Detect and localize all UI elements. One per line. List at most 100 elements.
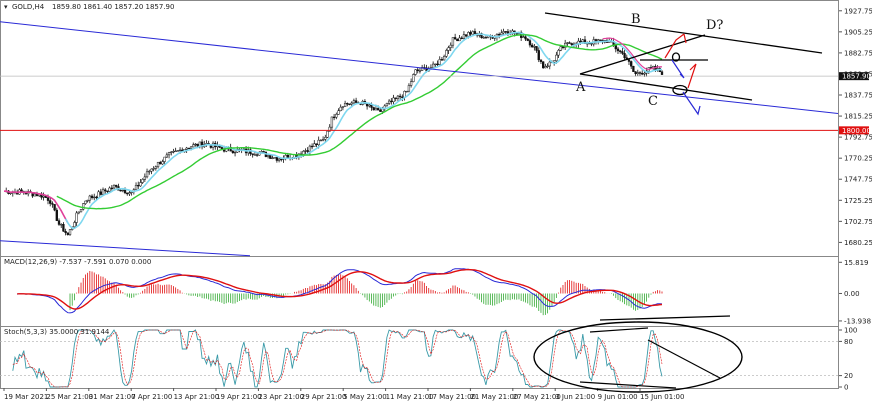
candle-body <box>614 45 617 50</box>
pattern-top-line <box>544 12 823 54</box>
candle-body <box>231 150 235 153</box>
candle-body <box>148 170 151 173</box>
candle-body <box>453 37 457 40</box>
candle-body <box>108 187 111 192</box>
time-tick-label: 29 Apr 21:00 <box>301 393 347 401</box>
candle-body <box>310 145 314 148</box>
candle-body <box>372 107 375 111</box>
time-tick-label: 21 May 21:00 <box>470 393 518 401</box>
candle-body <box>498 34 501 36</box>
price-tick-label: 1770.25 <box>844 155 872 163</box>
candle-body <box>350 102 353 105</box>
candle-body <box>405 90 408 93</box>
time-tick-label: 15 Jun 01:00 <box>640 393 684 401</box>
candle-body <box>467 32 470 37</box>
candle-body <box>88 195 91 201</box>
candle-body <box>328 126 331 132</box>
candle-body <box>51 203 54 205</box>
price-tick-label: 1702.75 <box>844 218 872 226</box>
candle-body <box>548 61 551 67</box>
header-symbol-arrow: ▾ <box>4 3 8 11</box>
candle-body <box>354 100 358 103</box>
candle-body <box>82 203 85 210</box>
candle-body <box>390 100 393 103</box>
time-tick-label: 7 Apr 21:00 <box>131 393 172 401</box>
candle-body <box>401 96 404 98</box>
candle-body <box>185 147 188 150</box>
candle-body <box>99 191 102 195</box>
candle-body <box>33 193 36 197</box>
candle-body <box>632 65 635 72</box>
candle-body <box>266 155 270 157</box>
candle-body <box>332 116 336 119</box>
candle-body <box>449 44 452 48</box>
candle-body <box>504 31 507 33</box>
candle-body <box>106 190 109 193</box>
candle-body <box>385 103 389 107</box>
candle-body <box>339 106 342 111</box>
candle-body <box>414 69 417 75</box>
candle-body <box>139 182 142 187</box>
candle-body <box>412 74 415 82</box>
arrow-head-red-1 <box>683 33 687 44</box>
candle-body <box>251 153 254 155</box>
arrow-down-blue-2 <box>682 91 701 116</box>
candle-body <box>337 110 340 115</box>
arrow-up-red-1 <box>664 33 685 59</box>
candle-body <box>392 97 395 102</box>
candle-body <box>553 60 556 63</box>
candle-body <box>599 39 602 41</box>
candle-body <box>159 162 162 165</box>
candle-body <box>638 72 642 74</box>
candle-body <box>115 184 118 187</box>
candle-body <box>460 37 463 40</box>
candle-body <box>110 187 113 190</box>
arrow-down-blue-1 <box>671 59 685 79</box>
candle-body <box>143 176 146 180</box>
candle-body <box>123 189 127 194</box>
stoch-bottom-trend <box>579 381 677 389</box>
pattern-point-a: A <box>575 80 586 95</box>
time-tick-label: 25 Mar 21:00 <box>46 393 93 401</box>
macd-signal-line <box>17 268 663 310</box>
candle-body <box>313 143 316 147</box>
candle-body <box>275 157 279 161</box>
candle-body <box>343 103 347 107</box>
candle-body <box>445 50 448 57</box>
macd-tick-label: -13.938 <box>844 317 871 325</box>
price-tick-label: 1725.25 <box>844 197 872 205</box>
candle-body <box>128 192 131 195</box>
pattern-point-c: C <box>648 94 658 109</box>
candle-body <box>119 189 122 192</box>
candle-body <box>594 39 598 42</box>
candle-body <box>484 37 488 39</box>
candle-body <box>436 63 439 66</box>
candle-body <box>566 42 569 44</box>
candle-body <box>407 85 411 92</box>
candle-body <box>172 151 175 153</box>
candle-body <box>79 209 83 213</box>
candle-body <box>376 108 380 111</box>
candle-body <box>187 147 191 150</box>
candle-body <box>280 158 283 161</box>
time-tick-label: 9 Jun 01:00 <box>598 393 638 401</box>
candle-body <box>154 166 157 169</box>
candle-body <box>570 43 573 45</box>
candle-body <box>326 130 329 138</box>
candle-body <box>161 161 164 165</box>
time-tick-label: 3 Jun 21:00 <box>555 393 595 401</box>
candle-body <box>60 224 63 226</box>
candle-body <box>559 46 562 51</box>
candle-body <box>273 157 276 159</box>
candle-body <box>473 31 477 34</box>
candle-body <box>522 36 525 38</box>
candle-body <box>126 192 129 195</box>
candle-body <box>319 139 323 142</box>
macd-label: MACD(12,26,9) -7.537 -7.591 0.070 0.000 <box>4 258 151 266</box>
candle-body <box>145 171 149 178</box>
time-tick-label: 19 Mar 2021 <box>4 393 48 401</box>
time-tick-label: 23 Apr 21:00 <box>258 393 304 401</box>
candle-body <box>641 72 644 75</box>
time-tick-label: 31 Mar 21:00 <box>89 393 136 401</box>
candle-body <box>438 59 441 65</box>
